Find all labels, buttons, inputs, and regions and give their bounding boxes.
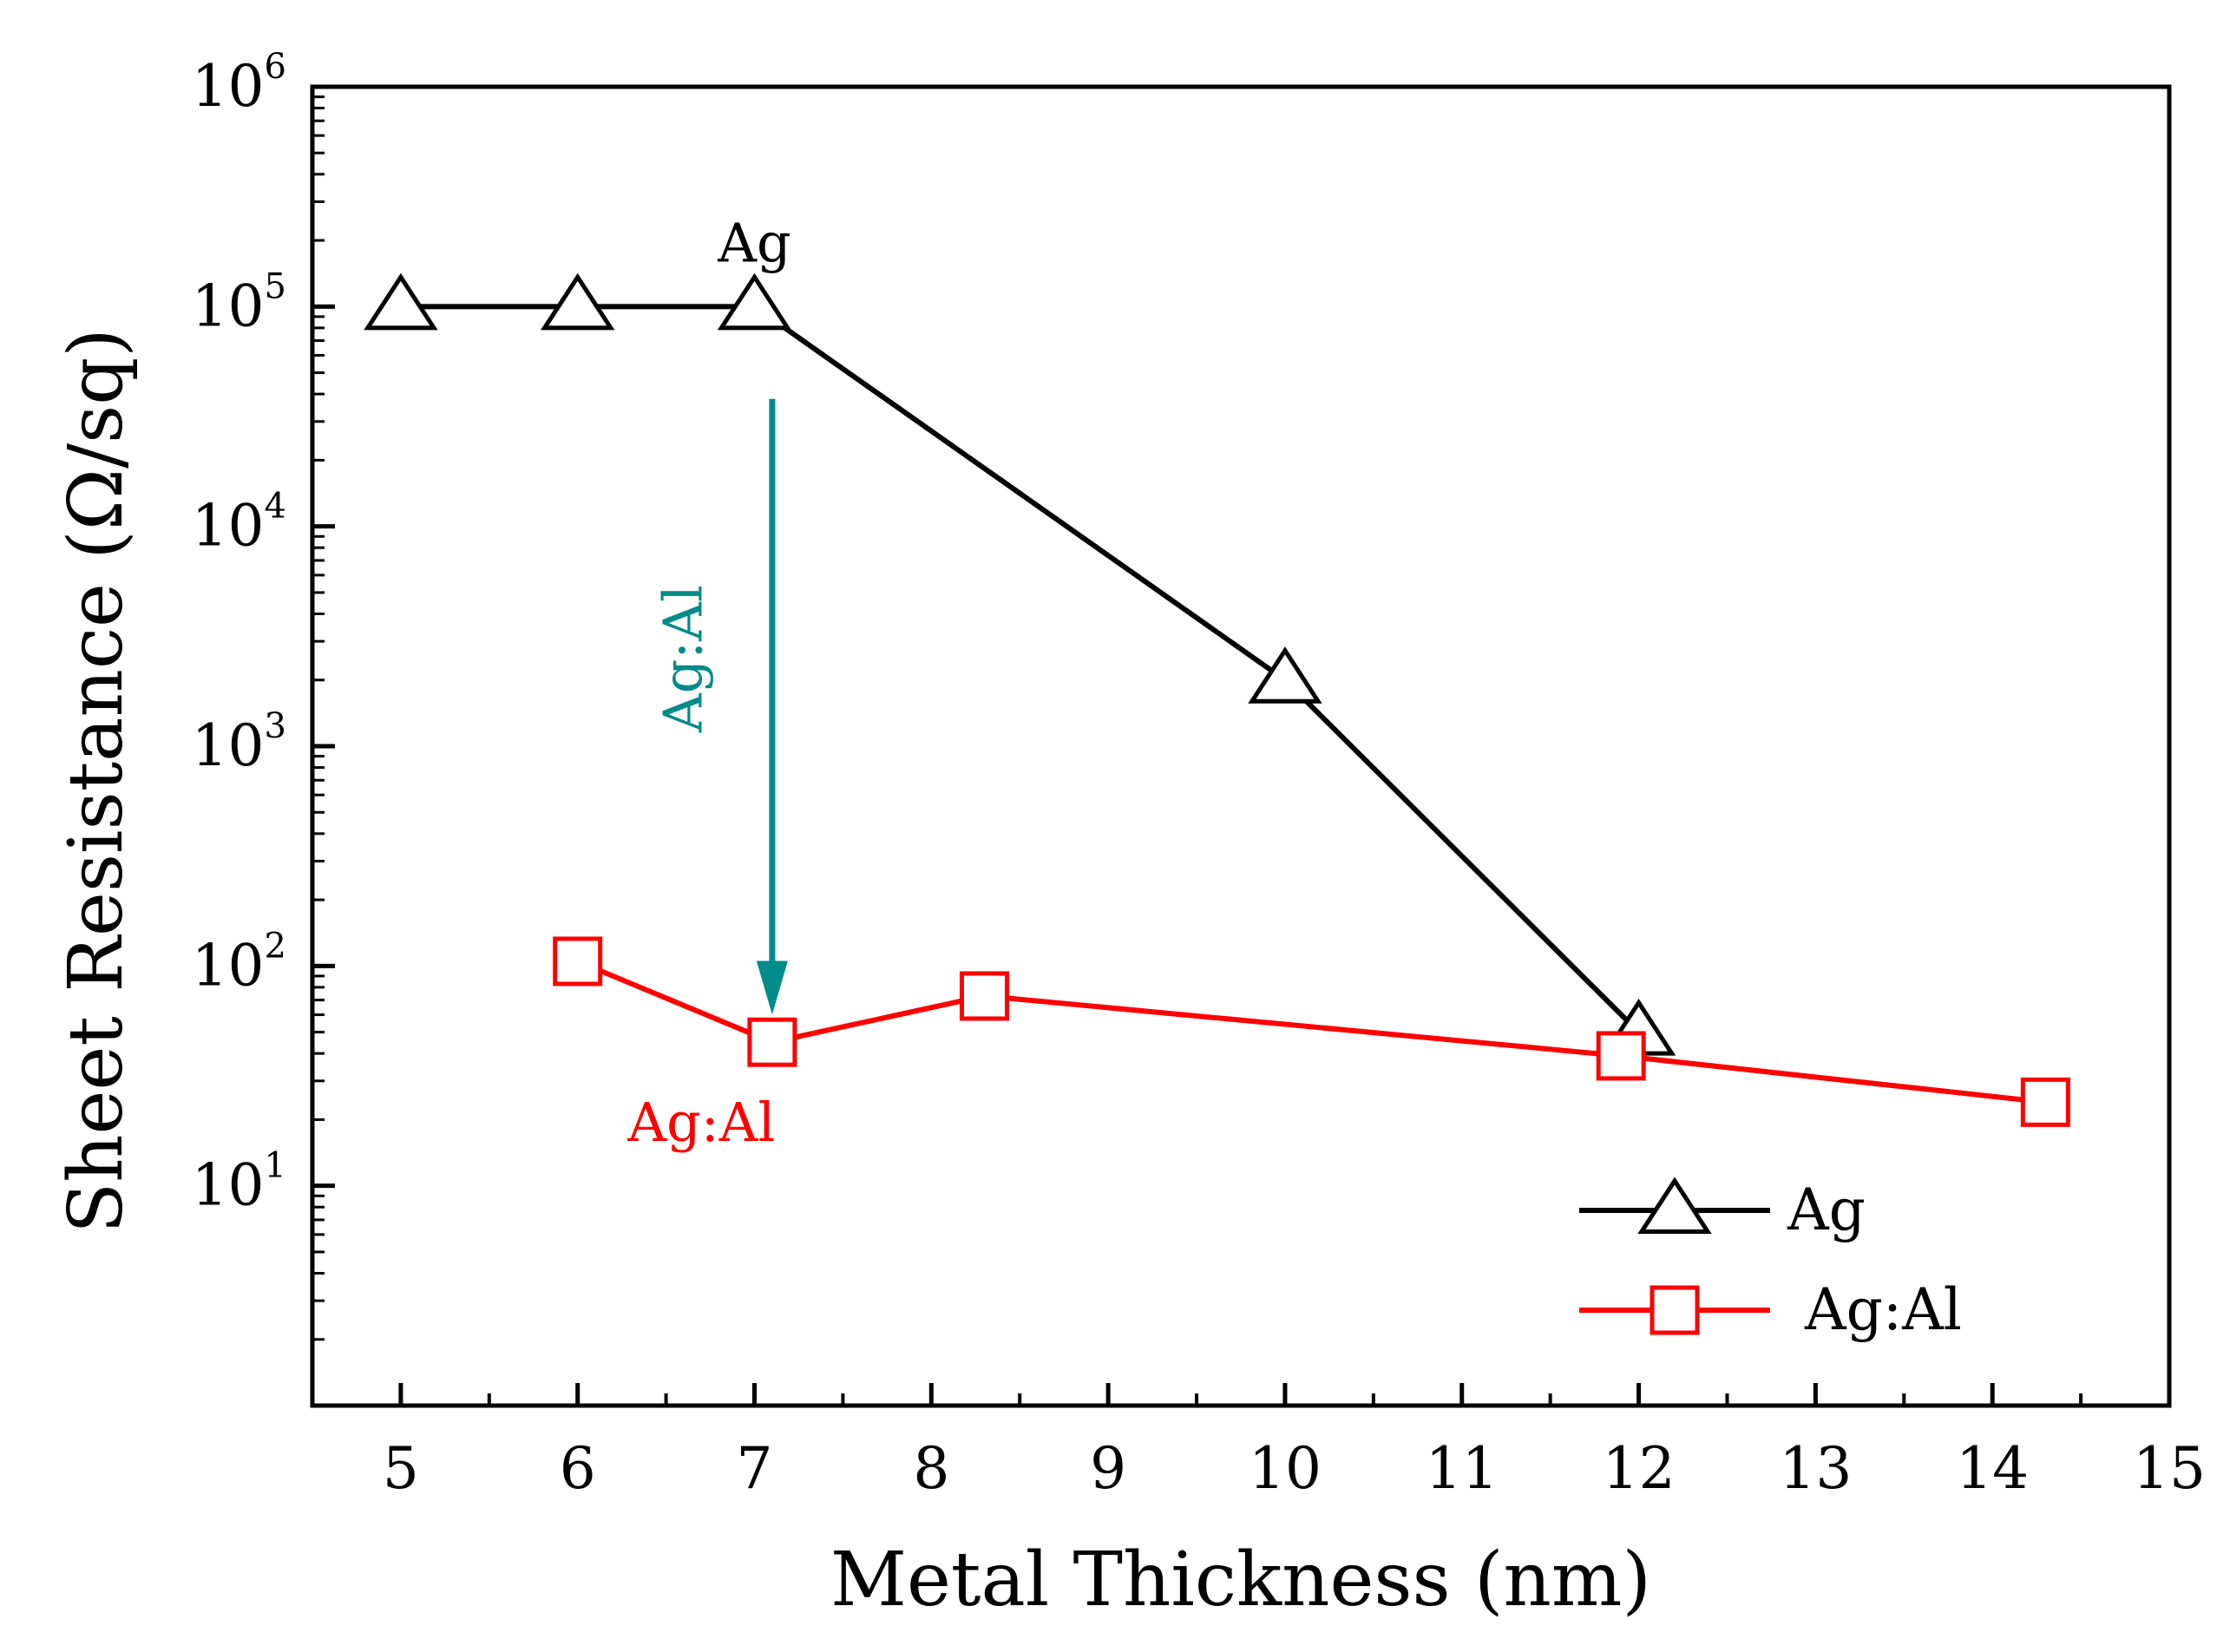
arrowhead (756, 960, 788, 1015)
legend-label-ag: Ag (1787, 1177, 1866, 1243)
ag-al-point (553, 936, 603, 987)
ag-line (400, 304, 1641, 1034)
annotation-label: Ag:Al (626, 1091, 775, 1154)
y-tick-label: 105 (192, 266, 286, 339)
x-tick-label: 10 (1249, 1435, 1322, 1502)
y-tick-label: 103 (192, 706, 286, 779)
legend-label-ag-al: Ag:Al (1804, 1276, 1962, 1343)
ag-al-point (959, 971, 1009, 1021)
ag-point (541, 272, 615, 331)
ag-al-line (576, 959, 2046, 1105)
data-series (364, 272, 2070, 1127)
ag-al-point (747, 1017, 797, 1067)
annotation-label: Ag (717, 212, 790, 275)
axis-labels: 5 6 7 8 9 10 11 12 13 14 15 101 102 103 104 105 106 Metal… (53, 47, 2206, 1623)
legend-marker-ag-al (1650, 1285, 1700, 1335)
ag-point (1248, 646, 1322, 704)
annotations: Ag Ag:Al Ag:Al (626, 212, 790, 1154)
legend-marker-ag (1637, 1177, 1712, 1234)
ag-point (364, 272, 438, 331)
x-tick-label: 7 (737, 1435, 773, 1502)
x-tick-label: 6 (560, 1435, 596, 1502)
x-tick-label: 11 (1426, 1435, 1499, 1502)
y-axis-title: Sheet Resistance (Ω/sq) (53, 328, 140, 1234)
x-tick-label: 5 (383, 1435, 419, 1502)
ag-al-point (2020, 1077, 2070, 1127)
y-tick-label: 102 (192, 926, 286, 999)
x-axis-title: Metal Thickness (nm) (830, 1537, 1651, 1623)
x-tick-label: 15 (2133, 1435, 2206, 1502)
annotation-label: Ag:Al (651, 585, 714, 733)
x-tick-label: 8 (913, 1435, 949, 1502)
y-tick-label: 104 (192, 487, 286, 560)
x-tick-label: 9 (1090, 1435, 1126, 1502)
y-tick-label: 101 (192, 1146, 286, 1219)
legend: Ag Ag:Al (1579, 1177, 1962, 1343)
ag-point (717, 272, 792, 331)
y-tick-label: 106 (192, 47, 286, 120)
x-tick-label: 13 (1779, 1435, 1852, 1502)
tick-marks (312, 95, 2172, 1406)
plot-frame (310, 84, 2172, 1408)
x-tick-label: 12 (1603, 1435, 1676, 1502)
ag-al-point (1596, 1031, 1646, 1081)
x-tick-label: 14 (1956, 1435, 2029, 1502)
